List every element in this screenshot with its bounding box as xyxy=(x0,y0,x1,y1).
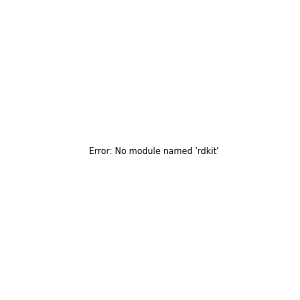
Text: Error: No module named 'rdkit': Error: No module named 'rdkit' xyxy=(89,147,219,156)
